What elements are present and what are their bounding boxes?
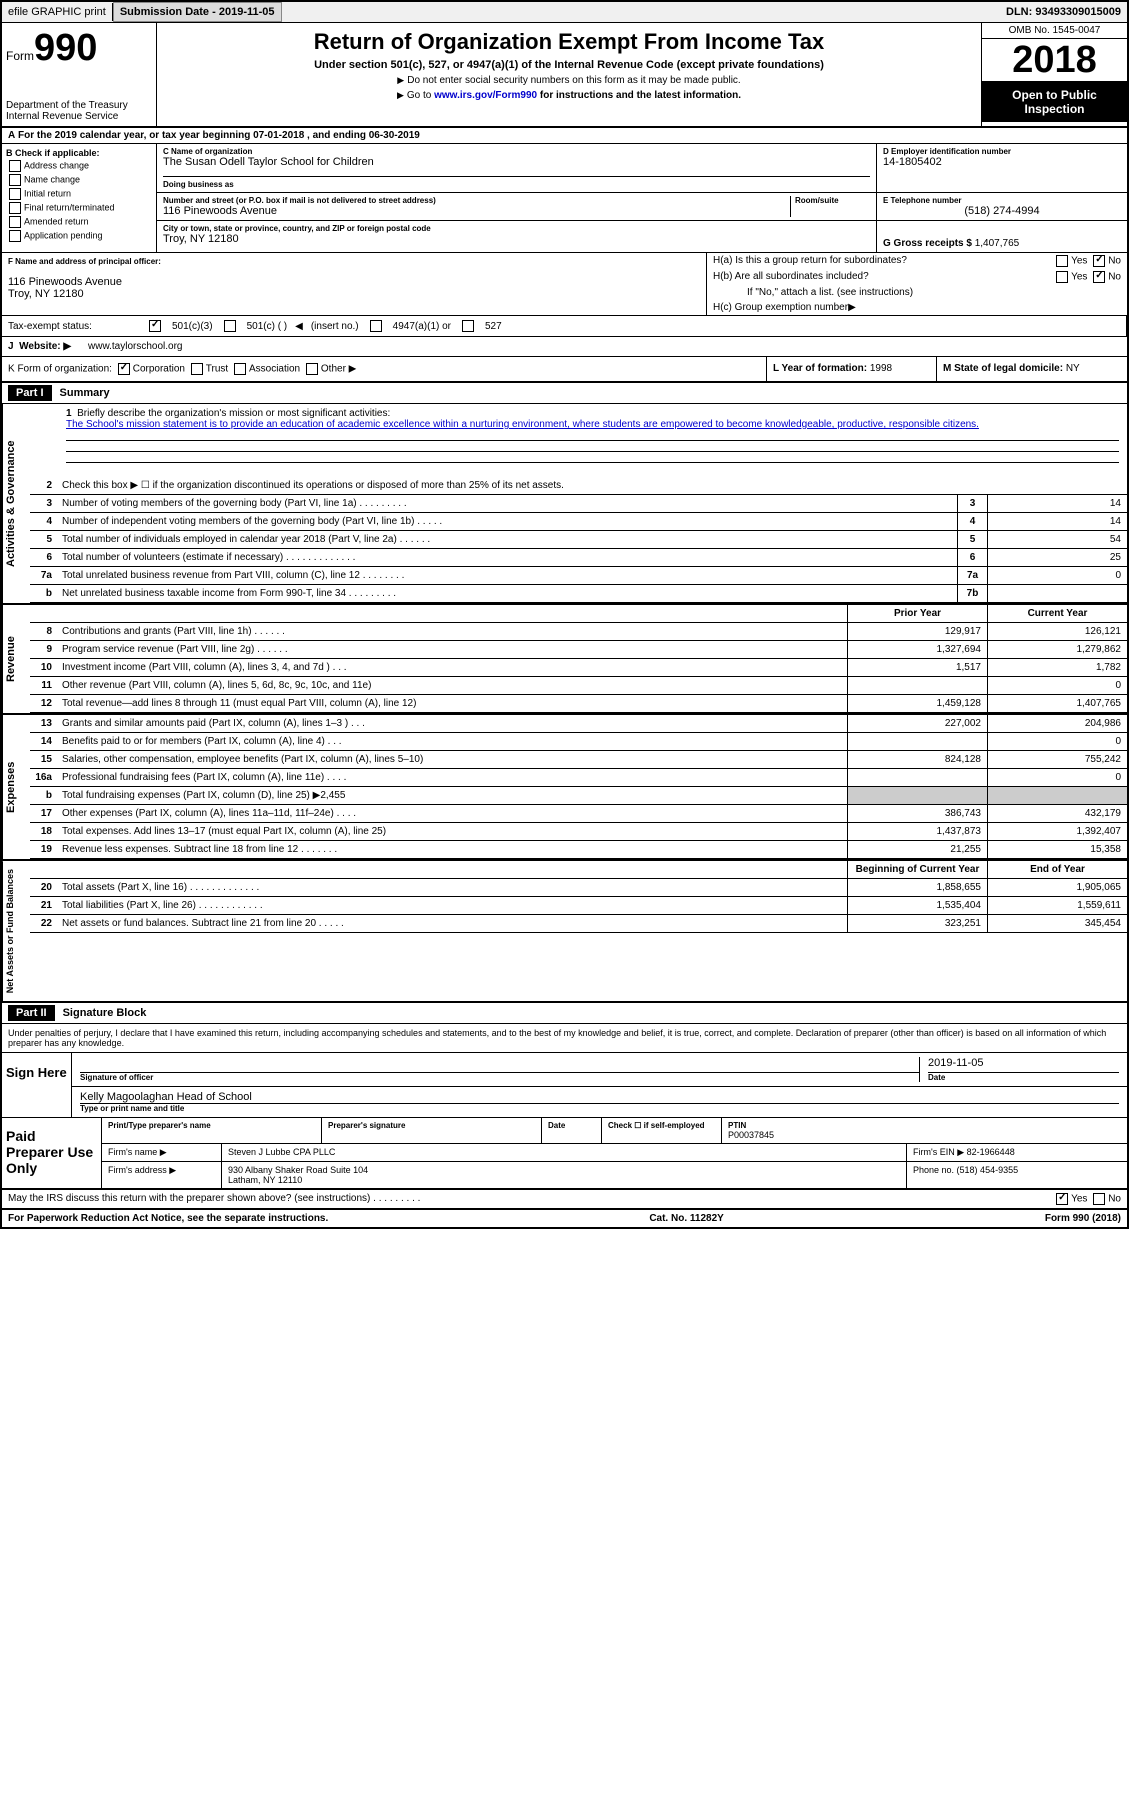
h-b-row: H(b) Are all subordinates included? Yes … [707,269,1127,285]
public-inspection: Open to Public Inspection [982,82,1127,122]
summary-line: 2Check this box ▶ ☐ if the organization … [30,477,1127,495]
form-header: Form990 Department of the Treasury Inter… [2,23,1127,128]
room-label: Room/suite [795,196,870,205]
omb-number: OMB No. 1545-0047 [982,23,1127,39]
ein-value: 14-1805402 [883,156,1121,168]
summary-line: 7aTotal unrelated business revenue from … [30,567,1127,585]
officer-label: F Name and address of principal officer: [8,257,700,266]
cb-initial-return[interactable]: Initial return [6,188,152,200]
net-headers: Beginning of Current Year End of Year [30,861,1127,879]
firm-addr: 930 Albany Shaker Road Suite 104 Latham,… [222,1162,907,1188]
cb-pending[interactable]: Application pending [6,230,152,242]
preparer-block: Paid Preparer Use Only Print/Type prepar… [2,1118,1127,1190]
submission-button[interactable]: Submission Date - 2019-11-05 [113,2,282,22]
tax-year: 2018 [982,39,1127,82]
sign-here-block: Sign Here Signature of officer 2019-11-0… [2,1053,1127,1118]
website-value[interactable]: www.taylorschool.org [88,341,182,352]
dln: DLN: 93493309015009 [1000,3,1127,21]
vtab-net: Net Assets or Fund Balances [2,861,30,1001]
part1-header: Part ISummary [2,383,1127,404]
summary-line: 11Other revenue (Part VIII, column (A), … [30,677,1127,695]
cb-amended[interactable]: Amended return [6,216,152,228]
h-c-row: H(c) Group exemption number ▶ [707,300,1127,315]
vtab-expenses: Expenses [2,715,30,859]
summary-line: 17Other expenses (Part IX, column (A), l… [30,805,1127,823]
org-name: The Susan Odell Taylor School for Childr… [163,156,870,168]
cb-name-change[interactable]: Name change [6,174,152,186]
summary-line: bNet unrelated business taxable income f… [30,585,1127,603]
dba-label: Doing business as [163,176,870,189]
cb-final-return[interactable]: Final return/terminated [6,202,152,214]
form-title: Return of Organization Exempt From Incom… [163,29,975,55]
k-row: K Form of organization: Corporation Trus… [2,357,1127,383]
part2-header: Part IISignature Block [2,1003,1127,1024]
efile-label: efile GRAPHIC print [2,3,113,21]
summary-line: 13Grants and similar amounts paid (Part … [30,715,1127,733]
vtab-revenue: Revenue [2,605,30,713]
summary-line: 5Total number of individuals employed in… [30,531,1127,549]
cb-address-change[interactable]: Address change [6,160,152,172]
summary-line: 12Total revenue—add lines 8 through 11 (… [30,695,1127,713]
addr-value: 116 Pinewoods Avenue [163,205,790,217]
h-a-row: H(a) Is this a group return for subordin… [707,253,1127,269]
summary-line: 4Number of independent voting members of… [30,513,1127,531]
row-a-period: A For the 2019 calendar year, or tax yea… [2,128,1127,144]
summary-line: 10Investment income (Part VIII, column (… [30,659,1127,677]
summary-line: 16aProfessional fundraising fees (Part I… [30,769,1127,787]
ein-label: D Employer identification number [883,147,1121,156]
h-b-note: If "No," attach a list. (see instruction… [707,285,1127,300]
summary-line: 20Total assets (Part X, line 16) . . . .… [30,879,1127,897]
summary-line: 8Contributions and grants (Part VIII, li… [30,623,1127,641]
checkbox-column: B Check if applicable: Address change Na… [2,144,157,252]
tax-status-row: Tax-exempt status: 501(c)(3) 501(c) ( ) … [8,320,1120,332]
org-name-label: C Name of organization [163,147,870,156]
revenue-headers: Prior Year Current Year [30,605,1127,623]
summary-line: 9Program service revenue (Part VIII, lin… [30,641,1127,659]
vtab-governance: Activities & Governance [2,404,30,603]
summary-line: 21Total liabilities (Part X, line 26) . … [30,897,1127,915]
top-toolbar: efile GRAPHIC print Submission Date - 20… [2,2,1127,23]
gross-receipts: G Gross receipts $ 1,407,765 [883,238,1121,249]
summary-line: 18Total expenses. Add lines 13–17 (must … [30,823,1127,841]
form-subtitle: Under section 501(c), 527, or 4947(a)(1)… [163,59,975,71]
penalty-statement: Under penalties of perjury, I declare th… [2,1024,1127,1053]
summary-line: 6Total number of volunteers (estimate if… [30,549,1127,567]
summary-line: bTotal fundraising expenses (Part IX, co… [30,787,1127,805]
addr-label: Number and street (or P.O. box if mail i… [163,196,790,205]
mission-block: 1 Briefly describe the organization's mi… [30,404,1127,477]
summary-line: 19Revenue less expenses. Subtract line 1… [30,841,1127,859]
page-footer: For Paperwork Reduction Act Notice, see … [2,1210,1127,1227]
city-label: City or town, state or province, country… [163,224,870,233]
phone-value: (518) 274-4994 [883,205,1121,217]
irs-link[interactable]: www.irs.gov/Form990 [434,90,537,101]
summary-line: 15Salaries, other compensation, employee… [30,751,1127,769]
officer-addr: 116 Pinewoods Avenue Troy, NY 12180 [8,276,700,300]
ssn-note: Do not enter social security numbers on … [163,75,975,86]
summary-line: 3Number of voting members of the governi… [30,495,1127,513]
website-row: J Website: ▶ www.taylorschool.org [2,337,1127,357]
officer-name: Kelly Magoolaghan Head of School [80,1091,1119,1104]
summary-line: 22Net assets or fund balances. Subtract … [30,915,1127,933]
discuss-row: May the IRS discuss this return with the… [2,1190,1127,1210]
department: Department of the Treasury Internal Reve… [6,100,152,122]
city-value: Troy, NY 12180 [163,233,870,245]
mission-text: The School's mission statement is to pro… [66,419,979,430]
form-number: Form990 [6,27,152,70]
link-note: Go to www.irs.gov/Form990 for instructio… [163,90,975,101]
summary-line: 14Benefits paid to or for members (Part … [30,733,1127,751]
firm-name: Steven J Lubbe CPA PLLC [222,1144,907,1161]
phone-label: E Telephone number [883,196,1121,205]
